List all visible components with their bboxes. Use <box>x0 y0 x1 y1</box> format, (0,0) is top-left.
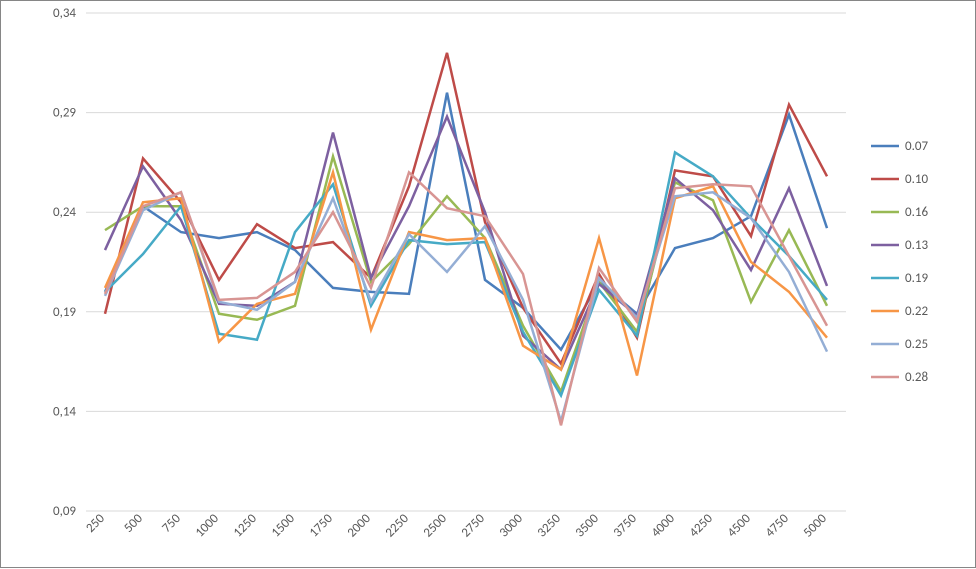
x-tick-label: 4250 <box>687 511 717 541</box>
x-tick-label: 5000 <box>801 511 831 541</box>
x-tick-label: 1250 <box>231 511 261 541</box>
y-tick-label: 0,14 <box>53 404 76 419</box>
legend-label: 0.07 <box>905 139 928 154</box>
x-tick-label: 1000 <box>193 511 223 541</box>
y-tick-label: 0,09 <box>53 504 76 519</box>
x-tick-label: 4750 <box>763 511 793 541</box>
x-tick-label: 750 <box>159 511 184 536</box>
chart-container: 0,09 0,14 0,19 0,24 0,29 0,34 250 500 750 1000 125… <box>0 0 976 568</box>
y-tick-label: 0,29 <box>53 106 76 121</box>
legend-label: 0.10 <box>905 172 928 187</box>
x-tick-label: 2250 <box>383 511 413 541</box>
y-tick-label: 0,24 <box>53 205 76 220</box>
x-tick-label: 2500 <box>421 511 451 541</box>
x-tick-label: 2000 <box>345 511 375 541</box>
x-tick-label: 500 <box>121 511 146 536</box>
x-tick-label: 1500 <box>269 511 299 541</box>
x-tick-label: 4500 <box>725 511 755 541</box>
y-tick-label: 0,19 <box>53 305 76 320</box>
x-tick-label: 3500 <box>573 511 603 541</box>
legend-label: 0.13 <box>905 238 928 253</box>
legend-label: 0.19 <box>905 271 928 286</box>
x-tick-label: 250 <box>83 511 108 536</box>
legend-label: 0.22 <box>905 304 928 319</box>
x-tick-label: 3000 <box>497 511 527 541</box>
legend-label: 0.25 <box>905 337 928 352</box>
y-tick-label: 0,34 <box>53 6 76 21</box>
x-tick-label: 4000 <box>649 511 679 541</box>
x-tick-label: 2750 <box>459 511 489 541</box>
legend-label: 0.16 <box>905 205 928 220</box>
line-chart: 0,09 0,14 0,19 0,24 0,29 0,34 250 500 750 1000 125… <box>1 1 976 569</box>
x-tick-label: 1750 <box>307 511 337 541</box>
series-line <box>105 192 827 421</box>
x-tick-label: 3250 <box>535 511 565 541</box>
series-line <box>105 172 827 375</box>
legend-label: 0.28 <box>905 370 928 385</box>
x-tick-label: 3750 <box>611 511 641 541</box>
